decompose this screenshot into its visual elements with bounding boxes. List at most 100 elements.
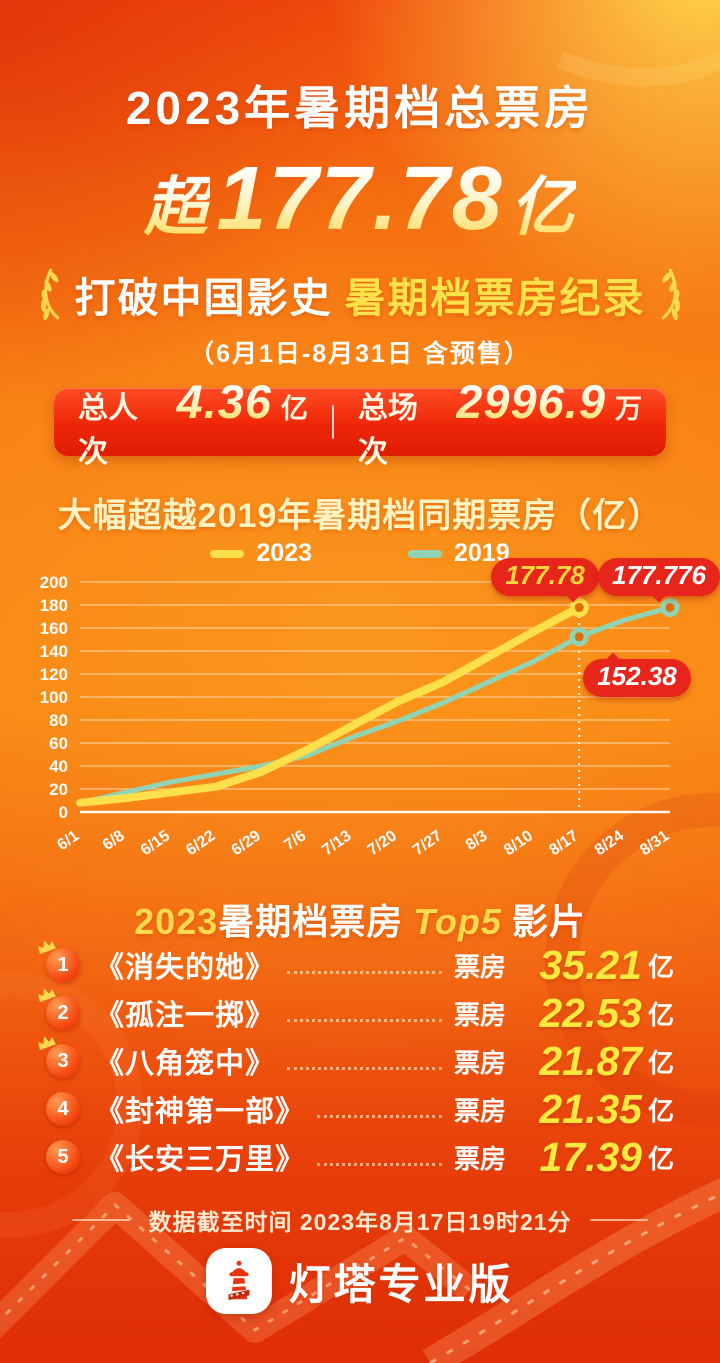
value-callout: 177.776 [598,557,720,603]
record-text-yellow: 暑期档票房纪录 [344,275,646,321]
box-office-label: 票房 [453,1143,506,1174]
y-tick-label: 120 [40,665,68,684]
box-office-unit: 亿 [647,1095,674,1126]
dotted-leader [287,970,442,974]
attendance-stat: 总人次 4.36 亿 [54,374,332,471]
x-tick-label: 8/31 [637,827,672,859]
box-office-value: 17.39 [539,1133,642,1180]
x-tick-label: 6/22 [183,827,218,859]
movie-title: 《长安三万里》 [95,1144,306,1176]
y-tick-label: 80 [49,711,68,730]
movie-title: 《封神第一部》 [95,1096,306,1128]
divider-line-right [589,1219,648,1221]
box-office-value: 21.35 [539,1085,642,1132]
sessions-stat: 总场次 2996.9 万 [334,374,666,471]
top5-list: 1 《消失的她》 票房 35.21 亿 2 《孤注一掷》 票房 22.53 亿 3 《八角笼中》 票房 2… [38,940,674,1181]
stats-banner: 总人次 4.36 亿 总场次 2996.9 万 [54,375,666,469]
rank-badge: 3 [38,1036,80,1078]
movie-title: 《消失的她》 [95,952,276,984]
y-tick-label: 40 [49,757,68,776]
x-tick-label: 6/8 [100,827,128,854]
x-tick-label: 6/1 [54,827,82,854]
x-tick-label: 8/10 [501,827,536,859]
x-tick-label: 6/15 [138,827,173,859]
x-tick-label: 7/13 [319,827,354,859]
y-tick-label: 60 [49,734,68,753]
rank-number: 4 [57,1097,69,1120]
top5-row: 5 《长安三万里》 票房 17.39 亿 [46,1133,674,1181]
headline-prefix: 超 [143,171,210,243]
top5-title: 2023暑期档票房 Top5 影片 [0,893,720,945]
dotted-leader [317,1114,442,1118]
dotted-leader [287,1018,442,1022]
data-point-marker [569,627,589,647]
top5-title-top: Top5 [413,901,502,942]
legend-swatch [210,549,245,558]
legend-item-2023: 2023 [210,539,312,568]
laurel-right-icon [661,268,680,321]
data-cutoff-text: 数据截至时间 2023年8月17日19时21分 [148,1209,572,1235]
laurel-left-icon [40,268,59,321]
crown-icon [38,988,56,1003]
page-title: 2023年暑期档总票房 [125,82,595,134]
sessions-unit: 万 [615,393,642,424]
y-tick-label: 200 [40,573,68,592]
box-office-label: 票房 [453,951,506,982]
attendance-label: 总人次 [78,391,138,469]
box-office-label: 票房 [453,1095,506,1126]
top5-title-suffix: 影片 [511,901,586,942]
box-office-value: 35.21 [539,941,642,988]
y-tick-label: 180 [40,596,68,615]
data-cutoff-note: 数据截至时间 2023年8月17日19时21分 [0,1203,720,1237]
crown-icon [38,940,56,955]
x-tick-label: 7/6 [281,827,309,854]
rank-badge: 2 [38,988,80,1030]
brand-footer: 灯塔专业版 [0,1248,720,1314]
total-box-office-headline: 超 177.78 亿 [0,148,720,251]
rank-number: 5 [57,1145,69,1168]
top5-row: 2 《孤注一掷》 票房 22.53 亿 [38,988,674,1037]
lighthouse-icon [228,1260,251,1301]
legend-swatch [408,549,442,558]
date-range-note: （6月1日-8月31日 含预售） [189,340,531,368]
attendance-value: 4.36 [176,374,272,428]
box-office-label: 票房 [453,1047,506,1078]
dotted-leader [287,1066,442,1070]
box-office-unit: 亿 [647,1143,674,1174]
rank-badge: 4 [46,1092,80,1126]
value-callout: 177.78 [491,557,599,603]
box-office-value: 22.53 [539,989,642,1036]
top5-title-year: 2023 [134,901,219,942]
box-office-value: 21.87 [539,1037,642,1084]
series-line-2023 [76,603,584,807]
top5-row: 1 《消失的她》 票房 35.21 亿 [38,940,674,989]
line-chart: 0 20 40 60 80 100 120 140 160 180 200 6/1 6/8 6/15 6/2… [26,557,720,860]
dotted-leader [317,1162,442,1166]
attendance-unit: 亿 [280,393,308,424]
box-office-unit: 亿 [647,999,674,1030]
rank-number: 2 [57,1001,69,1024]
y-tick-label: 140 [40,642,68,661]
y-tick-label: 100 [40,688,68,707]
crown-icon [38,1036,56,1051]
record-banner: 打破中国影史 暑期档票房纪录 [0,264,720,324]
rank-number: 1 [57,953,69,976]
brand-name: 灯塔专业版 [288,1260,514,1308]
x-tick-label: 7/27 [410,827,445,859]
data-point-marker [660,598,680,618]
rank-badge: 1 [38,940,80,982]
x-tick-label: 7/20 [365,827,400,859]
record-text-white: 打破中国影史 [74,275,333,321]
y-tick-label: 20 [49,780,68,799]
divider-line-left [72,1219,131,1221]
rank-number: 3 [57,1049,69,1072]
top5-title-mid: 暑期档票房 [218,901,404,942]
stats-divider [331,405,334,439]
chart-title: 大幅超越2019年暑期档同期票房（亿） [57,497,663,535]
movie-title: 《孤注一掷》 [95,1000,276,1032]
top5-row: 4 《封神第一部》 票房 21.35 亿 [46,1085,674,1133]
rank-badge: 5 [46,1140,80,1174]
headline-value: 177.78 [216,149,504,249]
x-tick-label: 8/3 [463,827,491,854]
